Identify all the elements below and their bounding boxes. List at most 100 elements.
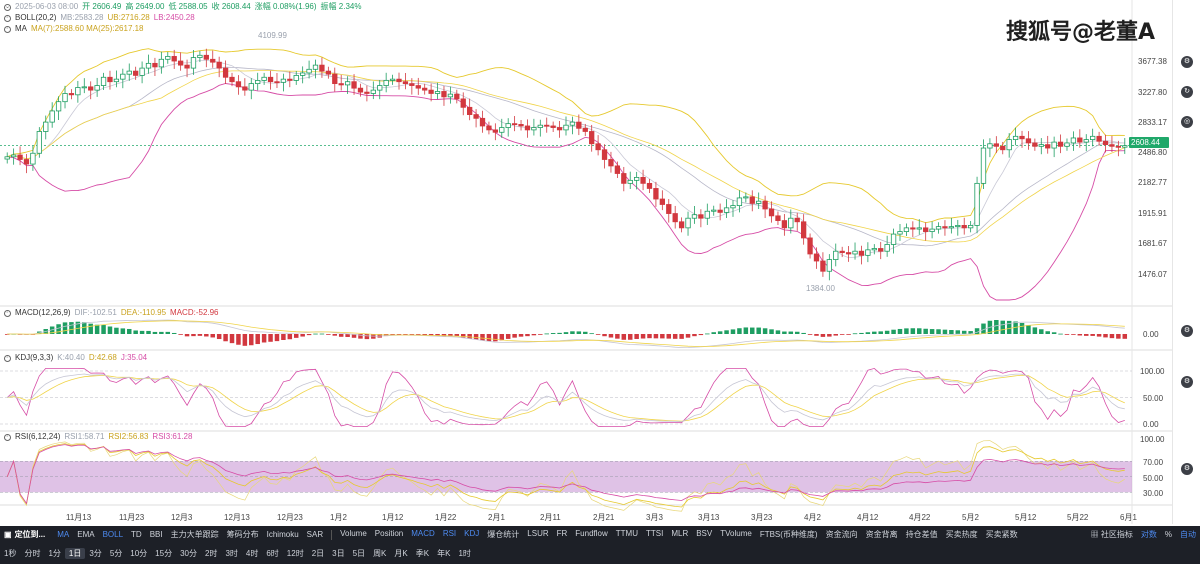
indicator-main-order[interactable]: 主力大单跟踪	[170, 530, 219, 539]
interval-item[interactable]: 2日	[311, 549, 325, 558]
interval-item[interactable]: 月K	[394, 549, 408, 558]
sub-indicator-item[interactable]: 资金背离	[865, 530, 898, 539]
time-tick: 4月2	[804, 513, 821, 522]
candle-body	[479, 117, 486, 127]
interval-item[interactable]: 10分	[130, 549, 148, 558]
sub-indicator-item[interactable]: Position	[374, 529, 404, 538]
eye-icon[interactable]: ◦	[4, 433, 11, 441]
candle-body	[634, 176, 640, 181]
sub-indicator-item[interactable]: TTSI	[645, 529, 664, 538]
macd-bar	[762, 328, 768, 334]
macd-bar	[223, 334, 228, 342]
candle-body	[171, 56, 177, 62]
interval-item[interactable]: 1分	[48, 549, 61, 558]
macd-bar	[756, 327, 761, 334]
macd-bar	[737, 328, 742, 334]
sub-indicator-item[interactable]: TTMU	[615, 529, 638, 538]
interval-item[interactable]: 季K	[415, 549, 430, 558]
candle-body	[120, 73, 126, 80]
macd-bar	[1026, 325, 1031, 334]
settings-icon[interactable]: ⚙	[1181, 56, 1193, 68]
time-tick: 11月13	[66, 513, 92, 522]
sub-indicator-item[interactable]: RSI	[442, 529, 457, 538]
sub-indicator-item[interactable]: 资金流向	[825, 530, 858, 539]
candle-body	[216, 61, 222, 69]
candle-body	[133, 70, 139, 76]
indicator-ichimoku[interactable]: Ichimoku	[266, 530, 299, 539]
sub-indicator-item[interactable]: Fundflow	[575, 529, 608, 538]
settings-icon[interactable]: ⚙	[1181, 376, 1193, 388]
interval-item[interactable]: 2时	[204, 549, 218, 558]
indicator-ma[interactable]: MA	[57, 530, 70, 539]
settings-icon[interactable]: ⚙	[1181, 325, 1193, 337]
indicator-ema[interactable]: EMA	[77, 530, 95, 539]
interval-item[interactable]: 15分	[155, 549, 173, 558]
interval-item[interactable]: 12时	[286, 549, 304, 558]
indicator-bbi[interactable]: BBI	[149, 530, 163, 539]
candle-body	[274, 81, 280, 84]
sub-indicator-item[interactable]: Volume	[340, 529, 367, 538]
settings-icon[interactable]: ⚙	[1181, 463, 1193, 475]
interval-item[interactable]: 3时	[225, 549, 238, 558]
candle-body	[1000, 145, 1006, 151]
macd-bar	[69, 322, 74, 334]
sub-indicator-item[interactable]: 买卖紧数	[985, 530, 1018, 539]
candle-body	[165, 56, 171, 60]
sub-indicator-item[interactable]: FR	[556, 529, 568, 538]
macd-bar	[338, 334, 344, 337]
chart-canvas[interactable]	[0, 0, 1172, 524]
macd-bar	[518, 334, 524, 337]
interval-item[interactable]: 1日	[64, 548, 86, 559]
interval-item[interactable]: 6时	[266, 549, 279, 558]
interval-item[interactable]: 3分	[89, 549, 102, 558]
candle-body	[222, 67, 229, 78]
candle-body	[974, 182, 980, 226]
indicator-td[interactable]: TD	[131, 530, 142, 539]
sub-indicator-item[interactable]: KDJ	[464, 529, 480, 538]
interval-item[interactable]: 4时	[245, 549, 259, 558]
chart-area[interactable]: ⌄ 2025-06-03 08:00 开 2606.49 高 2649.00 低…	[0, 0, 1200, 524]
eye-icon[interactable]: ◦	[4, 14, 11, 22]
macd-bar	[833, 334, 839, 336]
auto-toggle[interactable]: 自动	[1180, 530, 1196, 539]
macd-bar	[197, 334, 203, 336]
indicator-boll[interactable]: BOLL	[102, 530, 124, 539]
indicator-sar[interactable]: SAR	[306, 530, 324, 539]
interval-item[interactable]: 3日	[332, 549, 345, 558]
sub-indicator-item[interactable]: FTBS(币种维度)	[759, 530, 818, 539]
interval-item[interactable]: 5分	[109, 549, 123, 558]
locate-button[interactable]: ▣ 定位到...	[0, 529, 53, 540]
community-indicator-button[interactable]: ▦ 社区指标	[1087, 529, 1137, 540]
refresh-icon[interactable]: ↻	[1181, 86, 1193, 98]
interval-item[interactable]: 5日	[352, 549, 366, 558]
percent-toggle[interactable]: %	[1164, 530, 1172, 539]
sub-indicator-item[interactable]: 爆仓统计	[487, 530, 520, 539]
sub-indicator-item[interactable]: LSUR	[527, 529, 549, 538]
candle-body	[601, 149, 608, 160]
interval-item[interactable]: 年K	[437, 549, 451, 558]
eye-icon[interactable]: ◦	[4, 354, 11, 362]
macd-bar	[139, 330, 145, 334]
indicator-chip[interactable]: 筹码分布	[226, 530, 259, 539]
sub-indicator-item[interactable]: MACD	[411, 529, 435, 538]
macd-bar	[884, 330, 890, 334]
sub-indicator-item[interactable]: MLR	[671, 529, 689, 538]
eye-icon[interactable]: ◦	[4, 25, 11, 33]
interval-item[interactable]: 分时	[24, 549, 41, 558]
eye-icon[interactable]: ◦	[4, 309, 11, 317]
interval-item[interactable]: 周K	[373, 549, 387, 558]
target-icon[interactable]: ◎	[1181, 116, 1193, 128]
log-toggle[interactable]: 对数	[1140, 530, 1157, 539]
macd-bar	[904, 328, 909, 334]
collapse-icon[interactable]: ⌄	[4, 3, 11, 11]
sub-indicator-item[interactable]: 持仓差值	[905, 530, 938, 539]
sub-indicator-item[interactable]: 买卖热度	[945, 530, 978, 539]
interval-item[interactable]: 1时	[458, 549, 471, 558]
sub-indicator-item[interactable]: TVolume	[720, 529, 752, 538]
macd-bar	[801, 332, 806, 334]
sub-indicator-item[interactable]: BSV	[696, 529, 713, 538]
macd-bar	[486, 334, 492, 342]
interval-item[interactable]: 30分	[180, 549, 197, 558]
interval-item[interactable]: 1秒	[4, 549, 17, 558]
candle-body	[409, 83, 415, 86]
